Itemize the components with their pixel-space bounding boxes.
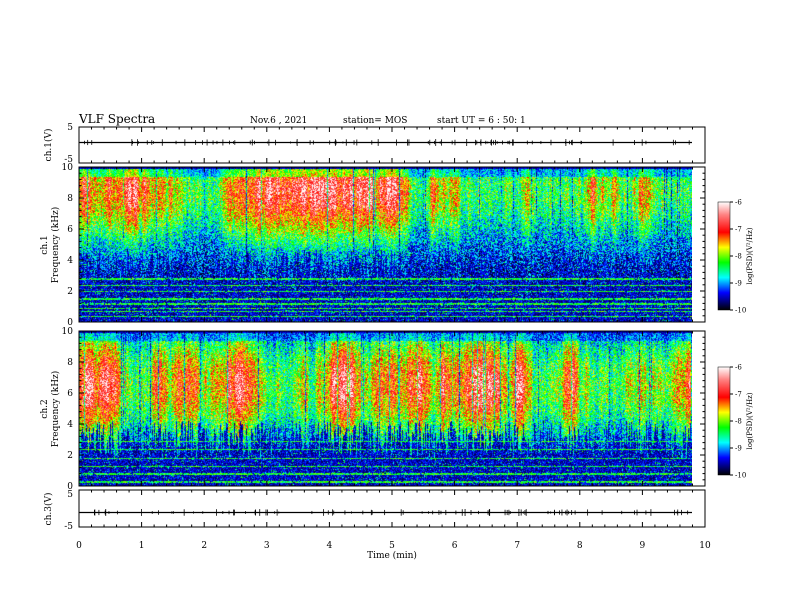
x-tick-label: 6 [452, 541, 458, 551]
colorbar-ch1-ticks: -6 -7 -8 -9 -10 [730, 199, 746, 315]
y-tick-label: 8 [67, 358, 73, 368]
x-axis-tick-labels: 0 1 2 3 4 5 6 7 8 9 10 [76, 541, 711, 551]
x-tick-label: 5 [389, 541, 395, 551]
y-tick-label: 0 [67, 318, 73, 328]
ch1-spectrogram-heatmap [79, 167, 692, 322]
ch1-spectrogram-yticks: 0 2 4 6 8 10 [62, 163, 705, 328]
ch2-spectrogram-yticks: 0 2 4 6 8 10 [62, 327, 705, 492]
y-tick-label: 4 [67, 256, 73, 266]
x-tick-label: 3 [264, 541, 270, 551]
ch1-spectrogram-xticks [78, 167, 706, 322]
x-tick-label: 9 [640, 541, 646, 551]
y-tick-label: 2 [67, 451, 73, 461]
x-tick-label: 8 [577, 541, 583, 551]
colorbar-ch1: -6 -7 -8 -9 -10 log(PSD)(V²/Hz) [717, 199, 754, 315]
x-tick-label: 1 [139, 541, 145, 551]
colorbar-tick-label: -10 [735, 307, 746, 315]
y-tick-label: 6 [67, 225, 73, 235]
x-axis-label: Time (min) [367, 550, 417, 561]
panel-ch1-voltage: 5 -5 ch.1(V) [43, 123, 706, 165]
colorbar-ch2-label: log(PSD)(V²/Hz) [746, 392, 754, 449]
start-time-label: start UT = 6 : 50: 1 [437, 116, 526, 126]
ch3-voltage-spikes [94, 509, 689, 516]
y-tick-label: 6 [67, 389, 73, 399]
ch3-voltage-ytick-bottom: -5 [64, 522, 73, 532]
x-tick-label: 7 [514, 541, 520, 551]
colorbar-ch1-label: log(PSD)(V²/Hz) [746, 227, 754, 284]
ch1-voltage-spikes [84, 139, 690, 146]
ch3-voltage-ytick-top: 5 [67, 490, 73, 500]
y-tick-label: 10 [62, 327, 74, 337]
colorbar-tick-label: -9 [735, 445, 742, 453]
panel-ch1-voltage-frame [78, 126, 706, 164]
panel-ch1-spectrogram: 0 2 4 6 8 10 ch.1 Frequency (kHz) [40, 163, 706, 328]
ch2-spectrogram-ylabel-frequency: Frequency (kHz) [50, 371, 61, 448]
colorbar-tick-label: -9 [735, 280, 742, 288]
ch2-spectrogram-xticks [78, 331, 706, 486]
ch1-voltage-ytick-top: 5 [67, 123, 73, 133]
colorbar-tick-label: -6 [735, 199, 742, 207]
ch1-voltage-ylabel: ch.1(V) [43, 129, 54, 162]
colorbar-ch2-gradient [717, 366, 731, 476]
y-tick-label: 2 [67, 287, 73, 297]
colorbar-tick-label: -10 [735, 472, 746, 480]
ch1-spectrogram-ylabel-channel: ch.1 [40, 235, 50, 254]
ch1-voltage-ytick-bottom: -5 [64, 155, 73, 165]
chart-title: VLF Spectra [78, 112, 155, 126]
colorbar-ch1-gradient [717, 201, 731, 311]
x-tick-label: 2 [201, 541, 207, 551]
y-tick-label: 0 [67, 482, 73, 492]
ch3-voltage-ylabel: ch.3(V) [43, 493, 54, 526]
ch2-spectrogram-heatmap [79, 331, 692, 486]
ch1-voltage-xticks [78, 127, 706, 163]
panel-ch2-spectrogram: 0 2 4 6 8 10 ch.2 Frequency (kHz) [40, 327, 706, 492]
colorbar-tick-label: -8 [735, 253, 742, 261]
colorbar-ch2-ticks: -6 -7 -8 -9 -10 [730, 364, 746, 480]
ch3-voltage-xticks [78, 490, 706, 527]
colorbar-ch2: -6 -7 -8 -9 -10 log(PSD)(V²/Hz) [717, 364, 754, 480]
colorbar-tick-label: -7 [735, 391, 742, 399]
panel-ch3-voltage: 5 -5 ch.3(V) [43, 489, 706, 532]
x-tick-label: 0 [76, 541, 82, 551]
y-tick-label: 10 [62, 163, 74, 173]
x-tick-label: 10 [699, 541, 711, 551]
y-tick-label: 4 [67, 420, 73, 430]
colorbar-tick-label: -7 [735, 226, 742, 234]
y-tick-label: 8 [67, 194, 73, 204]
colorbar-tick-label: -6 [735, 364, 742, 372]
panel-ch3-voltage-frame [78, 489, 706, 528]
ch2-spectrogram-ylabel-channel: ch.2 [40, 399, 50, 418]
date-label: Nov.6 , 2021 [250, 116, 307, 126]
x-tick-label: 4 [327, 541, 333, 551]
ch1-spectrogram-ylabel-frequency: Frequency (kHz) [50, 207, 61, 284]
colorbar-tick-label: -8 [735, 418, 742, 426]
station-label: station= MOS [343, 116, 407, 126]
